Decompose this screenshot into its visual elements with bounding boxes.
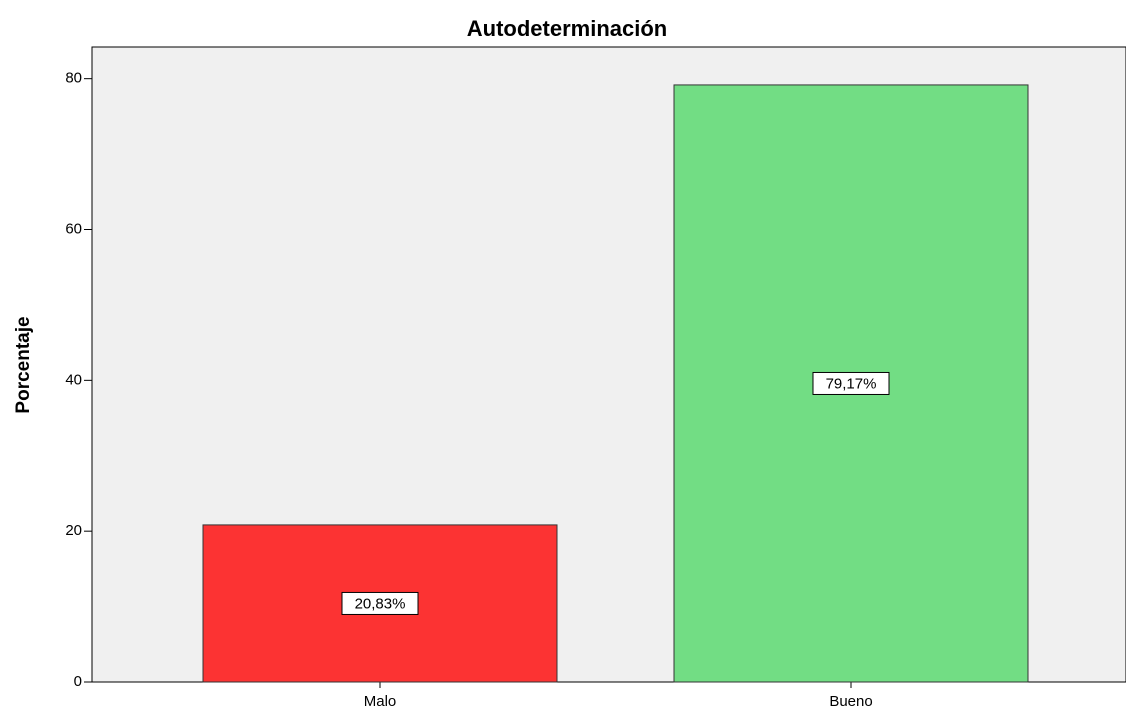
y-tick-label: 80 [65,70,82,87]
x-tick-label: Malo [364,693,397,710]
y-tick-label: 0 [74,673,82,690]
value-label: 79,17% [826,375,877,392]
x-tick-label: Bueno [829,693,872,710]
chart-title: Autodeterminación [467,16,667,41]
y-axis-label: Porcentaje [13,316,34,413]
y-tick-label: 20 [65,522,82,539]
value-label: 20,83% [355,595,406,612]
y-tick-label: 40 [65,371,82,388]
value-label-box [812,371,890,395]
value-label-box [341,591,419,615]
y-tick-label: 60 [65,220,82,237]
